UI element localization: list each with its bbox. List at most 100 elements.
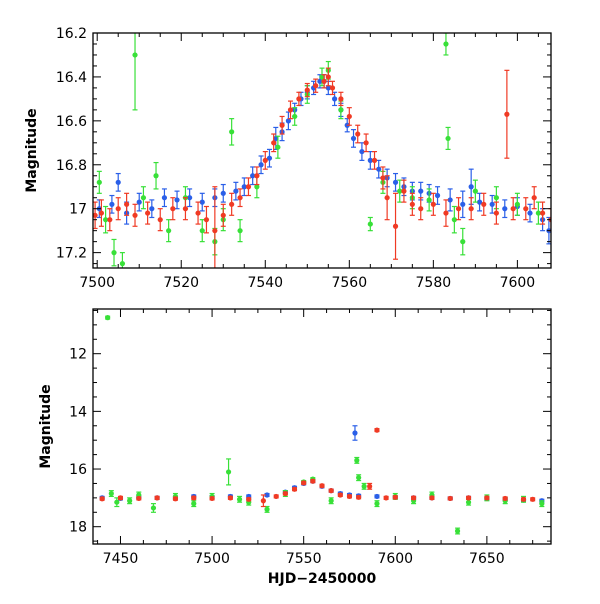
data-point xyxy=(539,210,546,216)
data-point xyxy=(530,496,536,502)
x-tick-label: 7560 xyxy=(331,275,367,291)
data-point xyxy=(460,201,466,207)
x-tick-label: 7650 xyxy=(469,551,505,567)
ticks: 7450 7500 7550 7600 7650 12 14 16 18 xyxy=(69,309,551,567)
y-axis-title: Magnitude xyxy=(38,384,54,468)
data-point xyxy=(383,495,389,501)
data-point xyxy=(273,493,279,500)
data-point xyxy=(523,206,529,212)
data-point xyxy=(241,184,247,190)
data-point xyxy=(301,480,307,486)
data-point xyxy=(199,199,205,205)
data-point xyxy=(233,188,239,194)
data-point xyxy=(258,162,264,168)
data-point xyxy=(484,495,490,501)
x-tick-label: 7600 xyxy=(377,551,413,567)
y-tick-label: 14 xyxy=(69,404,87,420)
data-point xyxy=(367,221,373,227)
data-point xyxy=(195,210,201,216)
x-tick-label: 7580 xyxy=(416,275,452,291)
data-point xyxy=(108,490,114,497)
data-point xyxy=(502,206,508,212)
data-point xyxy=(174,197,180,203)
data-point xyxy=(153,173,159,179)
data-point xyxy=(346,493,353,500)
data-point xyxy=(227,495,233,501)
data-point xyxy=(282,490,288,497)
plot-frame xyxy=(92,308,552,545)
data-point xyxy=(96,179,102,185)
series-1 xyxy=(96,33,541,268)
data-point xyxy=(220,212,226,218)
data-point xyxy=(161,195,168,201)
data-point xyxy=(374,493,380,500)
data-point xyxy=(317,78,323,84)
data-point xyxy=(124,201,130,207)
data-point xyxy=(465,495,472,501)
data-point xyxy=(264,492,270,498)
data-point xyxy=(409,201,415,207)
data-point xyxy=(337,492,343,498)
x-tick-label: 7450 xyxy=(103,551,139,567)
data-point xyxy=(447,495,453,502)
y-tick-label: 16.2 xyxy=(56,26,87,42)
data-point xyxy=(411,495,417,501)
data-point xyxy=(203,217,210,223)
data-point xyxy=(229,129,235,135)
data-point xyxy=(266,155,273,161)
data-point xyxy=(504,111,510,117)
data-point xyxy=(468,184,474,190)
data-point xyxy=(254,173,260,179)
data-point xyxy=(350,135,357,142)
data-layer xyxy=(99,315,545,535)
data-point xyxy=(539,501,545,507)
data-point xyxy=(472,188,478,194)
data-point xyxy=(430,201,436,207)
top-panel: 7500 7520 7540 7560 7580 7600 16.2 16.4 16.6 16.8… xyxy=(24,26,552,291)
data-point xyxy=(356,494,362,500)
data-point xyxy=(510,206,516,212)
y-tick-label: 18 xyxy=(69,520,87,536)
data-point xyxy=(374,427,380,433)
x-tick-label: 7550 xyxy=(286,551,322,567)
data-point xyxy=(443,41,449,47)
data-point xyxy=(397,188,403,194)
data-point xyxy=(319,483,325,489)
data-point xyxy=(132,52,138,58)
data-point xyxy=(371,157,378,163)
plot-frame xyxy=(92,32,552,269)
data-point xyxy=(166,228,172,234)
data-point xyxy=(392,223,399,229)
y-tick-label: 17 xyxy=(69,202,87,218)
data-point xyxy=(154,495,160,501)
data-point xyxy=(199,228,205,234)
data-point xyxy=(310,478,316,484)
data-point xyxy=(182,206,189,212)
data-point xyxy=(132,212,138,218)
data-point xyxy=(304,87,310,93)
data-point xyxy=(150,505,157,511)
data-point xyxy=(103,217,109,223)
data-point xyxy=(355,131,361,137)
data-point xyxy=(481,201,487,207)
y-tick-label: 16.4 xyxy=(56,70,87,86)
data-point xyxy=(93,212,98,218)
data-point xyxy=(361,483,367,489)
data-point xyxy=(250,173,256,179)
series-1 xyxy=(105,315,545,535)
data-point xyxy=(111,250,117,256)
data-point xyxy=(363,140,369,146)
data-point xyxy=(285,118,291,124)
x-tick-label: 7520 xyxy=(163,275,199,291)
series-2 xyxy=(99,427,536,508)
data-point xyxy=(332,96,338,102)
data-point xyxy=(254,184,260,190)
data-point xyxy=(279,122,285,128)
bottom-panel: 7450 7500 7550 7600 7650 12 14 16 18 Magnitude HJD… xyxy=(38,308,552,587)
data-point xyxy=(434,192,441,199)
data-point xyxy=(367,157,373,163)
data-point xyxy=(451,217,457,223)
data-layer xyxy=(93,33,551,268)
data-point xyxy=(418,188,424,194)
data-point xyxy=(109,201,115,207)
